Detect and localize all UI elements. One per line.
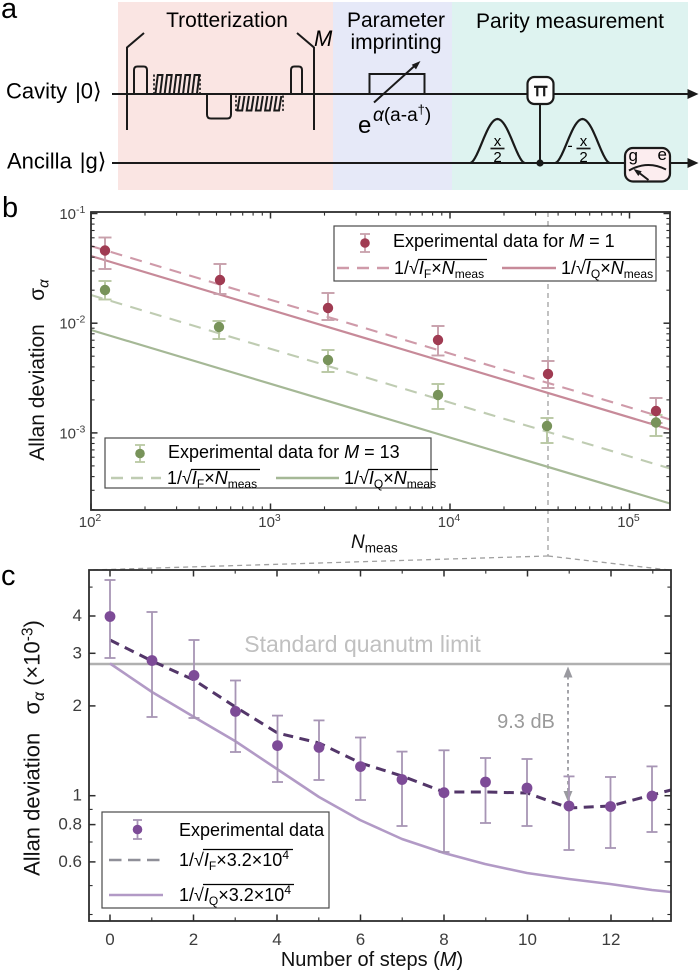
svg-text:Parity measurement: Parity measurement	[476, 10, 664, 33]
svg-text:-: -	[567, 138, 572, 155]
svg-text:a: a	[1, 0, 18, 25]
svg-text:e: e	[658, 145, 667, 164]
svg-text:Allan deviation σα: Allan deviation σα	[26, 279, 53, 461]
svg-text:8: 8	[439, 930, 448, 949]
svg-text:x: x	[494, 133, 502, 150]
svg-text:10: 10	[59, 206, 76, 223]
svg-text:0.6: 0.6	[58, 852, 82, 871]
svg-text:1/√IF×3.2×104: 1/√IF×3.2×104	[179, 848, 289, 873]
svg-text:Number of steps (M): Number of steps (M)	[281, 949, 463, 971]
svg-text:x: x	[580, 133, 588, 150]
svg-text:Trotterization: Trotterization	[166, 9, 288, 32]
svg-text:10: 10	[59, 425, 76, 442]
svg-text:b: b	[2, 192, 18, 224]
svg-text:Parameter: Parameter	[347, 9, 445, 32]
svg-text:-3: -3	[76, 423, 85, 435]
svg-text:4: 4	[73, 606, 82, 625]
svg-text:10: 10	[59, 316, 76, 333]
svg-text:1/√IQ×3.2×104: 1/√IQ×3.2×104	[179, 883, 291, 908]
svg-text:4: 4	[272, 930, 281, 949]
svg-text:2: 2	[189, 930, 198, 949]
svg-text:3: 3	[73, 643, 82, 662]
svg-text:2: 2	[73, 696, 82, 715]
svg-text:10: 10	[518, 930, 537, 949]
svg-text:imprinting: imprinting	[350, 31, 441, 54]
svg-text:Ancilla |g⟩: Ancilla |g⟩	[7, 149, 106, 174]
svg-text:Experimental data: Experimental data	[179, 820, 325, 840]
svg-text:α(a-a†): α(a-a†)	[373, 102, 431, 126]
svg-text:-1: -1	[76, 204, 85, 216]
svg-text:2: 2	[493, 149, 501, 166]
svg-text:Experimental data for M = 13: Experimental data for M = 13	[168, 442, 400, 462]
svg-text:9.3 dB: 9.3 dB	[497, 711, 555, 733]
svg-text:1: 1	[73, 786, 82, 805]
svg-text:e: e	[358, 112, 371, 139]
svg-text:12: 12	[602, 930, 621, 949]
svg-text:Allan deviation σα (×10-3): Allan deviation σα (×10-3)	[20, 620, 49, 876]
svg-text:2: 2	[579, 149, 587, 166]
svg-text:0: 0	[105, 930, 114, 949]
svg-text:-2: -2	[76, 314, 85, 326]
svg-text:6: 6	[356, 930, 365, 949]
svg-text:M: M	[314, 26, 333, 51]
svg-text:Cavity |0⟩: Cavity |0⟩	[6, 79, 102, 104]
svg-text:Experimental data for M = 1: Experimental data for M = 1	[393, 231, 615, 251]
svg-text:g: g	[629, 146, 638, 165]
svg-text:c: c	[1, 560, 16, 592]
svg-text:0.8: 0.8	[58, 815, 82, 834]
svg-text:Standard quanutm limit: Standard quanutm limit	[244, 631, 481, 657]
